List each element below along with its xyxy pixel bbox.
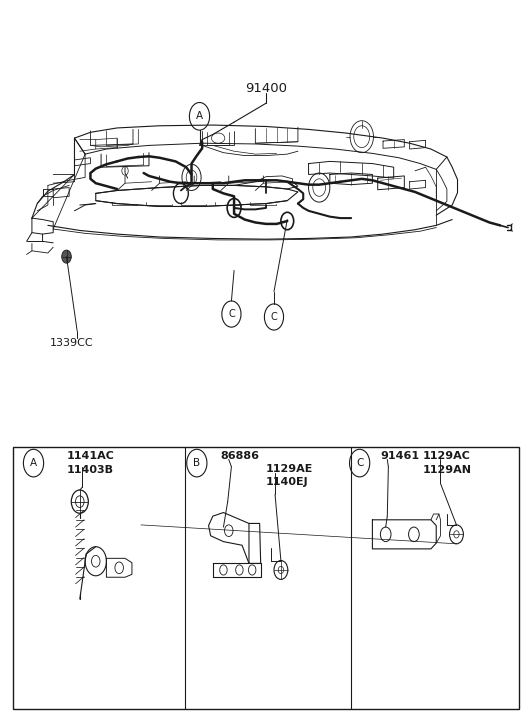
Text: 11403B: 11403B [66,465,113,475]
Bar [13,447,519,709]
Text: 1129AE: 1129AE [266,464,313,474]
Text: 1129AC: 1129AC [423,451,471,461]
Circle shape [62,250,71,263]
Text: 91400: 91400 [245,82,287,95]
Text: A: A [196,111,203,121]
Text: 1129AN: 1129AN [423,465,472,475]
Text: C: C [271,312,277,322]
Text: C: C [356,458,363,468]
Text: 86886: 86886 [221,451,260,461]
Text: 91461: 91461 [380,451,420,461]
Text: C: C [228,309,235,319]
Text: B: B [193,458,201,468]
Text: 1140EJ: 1140EJ [266,477,309,487]
Text: 1339CC: 1339CC [50,338,94,348]
Text: 1141AC: 1141AC [66,451,114,461]
Text: A: A [30,458,37,468]
